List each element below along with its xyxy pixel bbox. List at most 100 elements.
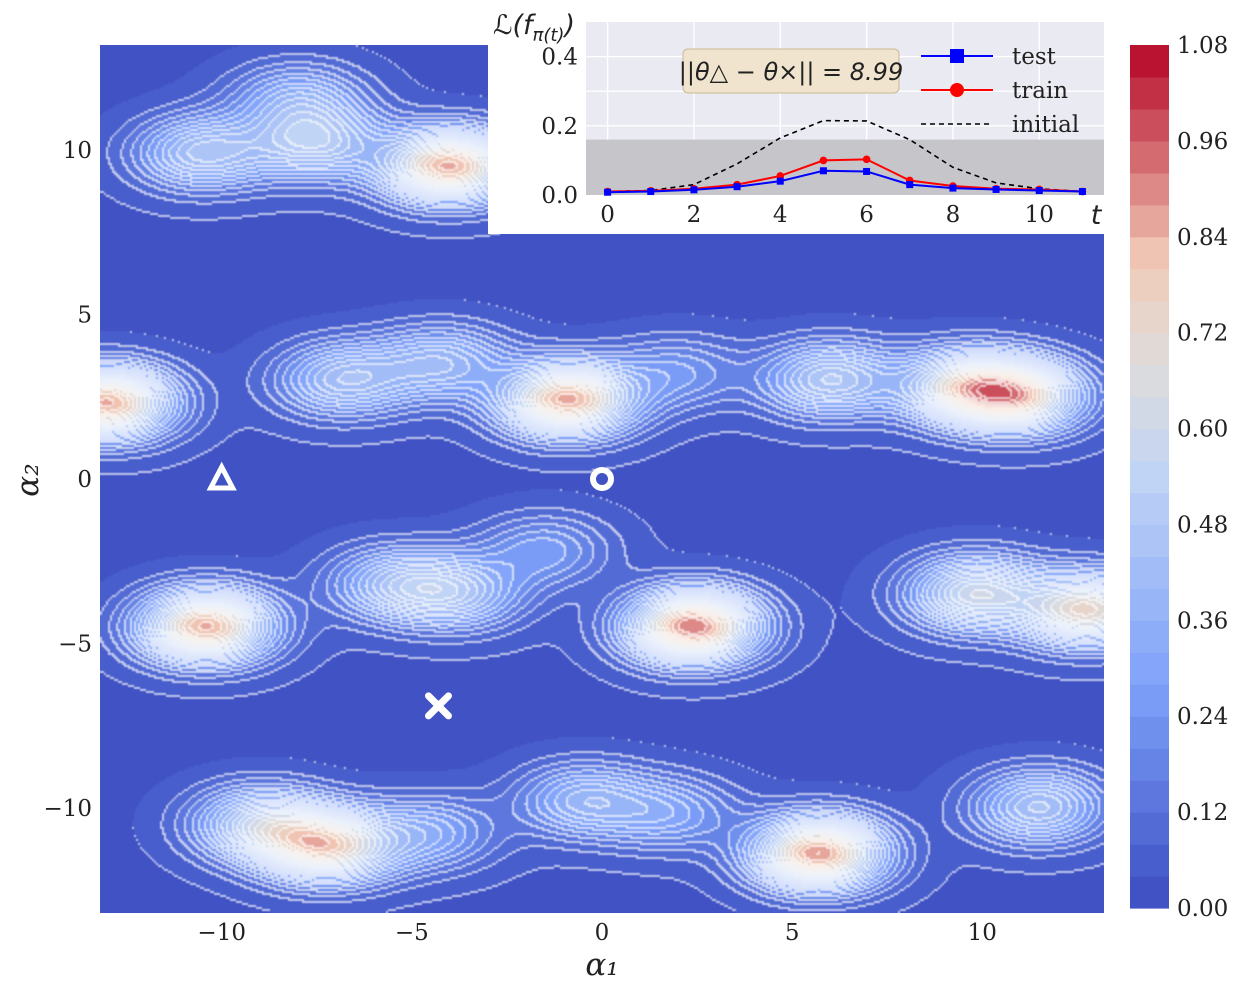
colorbar-band xyxy=(1130,684,1169,717)
inset-y-label: ℒ(fπ(t)) xyxy=(493,10,575,46)
colorbar-ticks: 0.00 0.12 0.24 0.36 0.48 0.60 0.72 0.84 0.96 1.08 xyxy=(1177,33,1228,922)
inset-y-label-sub: π(t) xyxy=(533,25,565,46)
legend-label: train xyxy=(1012,78,1068,104)
annotation-text: ||θ△ − θ×|| = 8.99 xyxy=(679,58,903,86)
inset-y-label-main: ℒ(f xyxy=(493,10,536,41)
colorbar-band xyxy=(1130,76,1169,110)
legend-label: initial xyxy=(1012,112,1079,138)
colorbar-band xyxy=(1130,556,1169,589)
legend-item-test: test xyxy=(921,44,1057,70)
point-test xyxy=(949,184,957,192)
point-test xyxy=(733,183,741,191)
colorbar-bands xyxy=(1130,45,1169,909)
circle-marker xyxy=(590,467,614,491)
markers xyxy=(206,461,614,720)
inset-x-tick-label: 10 xyxy=(1025,202,1054,228)
colorbar: 0.00 0.12 0.24 0.36 0.48 0.60 0.72 0.84 0.96 1.08 xyxy=(1130,33,1228,922)
x-tick-label: −5 xyxy=(395,920,429,946)
point-test xyxy=(1078,188,1086,196)
colorbar-band xyxy=(1130,268,1169,302)
colorbar-tick-label: 0.48 xyxy=(1177,512,1228,538)
series-line-initial xyxy=(607,119,1083,193)
point-test xyxy=(1035,187,1043,195)
inset-y-tick-label: 0.2 xyxy=(541,114,578,140)
point-test xyxy=(647,188,655,196)
inset-y-tick-label: 0.4 xyxy=(541,45,578,71)
point-test xyxy=(906,181,914,189)
colorbar-band xyxy=(1130,844,1169,877)
inset-y-tick-label: 0.0 xyxy=(541,183,578,209)
point-test xyxy=(863,167,871,175)
x-axis-label: α₁ xyxy=(585,947,618,983)
inset-x-tick-label: 6 xyxy=(859,202,874,228)
series-line-test xyxy=(607,169,1083,194)
colorbar-tick-label: 0.96 xyxy=(1177,129,1228,155)
colorbar-band xyxy=(1130,364,1169,398)
colorbar-tick-label: 0.24 xyxy=(1177,704,1228,730)
legend-label: test xyxy=(1012,44,1057,70)
colorbar-band xyxy=(1130,332,1169,366)
y-axis-label: α₂ xyxy=(10,463,46,496)
colorbar-band xyxy=(1130,108,1169,142)
inset-x-ticks: 0 2 4 6 8 10 xyxy=(600,202,1054,228)
colorbar-band xyxy=(1130,620,1169,653)
point-train xyxy=(862,155,871,164)
y-tick-label: −10 xyxy=(43,796,92,822)
x-tick-label: 10 xyxy=(968,920,997,946)
colorbar-band xyxy=(1130,236,1169,270)
x-tick-label: 0 xyxy=(595,920,610,946)
inset-annotation: ||θ△ − θ×|| = 8.99 xyxy=(679,48,903,94)
y-tick-label: 10 xyxy=(63,138,92,164)
inset-series xyxy=(603,119,1087,196)
colorbar-band xyxy=(1130,45,1169,78)
inset-x-label: t xyxy=(1091,200,1103,231)
x-axis-ticks: −10 −5 0 5 10 xyxy=(197,920,997,946)
x-tick-label: 5 xyxy=(785,920,800,946)
colorbar-band xyxy=(1130,492,1169,526)
colorbar-band xyxy=(1130,460,1169,494)
colorbar-band xyxy=(1130,716,1169,749)
triangle-marker xyxy=(206,461,237,491)
legend-item-initial: initial xyxy=(921,112,1079,138)
inset-x-tick-label: 4 xyxy=(773,202,788,228)
inset-legend: test train initial xyxy=(921,44,1079,138)
inset-chart: 0 2 4 6 8 10 0.0 0.2 0.4 ||θ△ − θ×|| = 8.99 tes… xyxy=(488,0,1108,234)
y-axis-ticks: −10 −5 0 5 10 xyxy=(43,138,92,822)
inset-x-tick-label: 0 xyxy=(600,202,615,228)
colorbar-band xyxy=(1130,524,1169,558)
point-test xyxy=(992,185,1000,193)
colorbar-band xyxy=(1130,204,1169,238)
colorbar-band xyxy=(1130,172,1169,206)
inset-shaded-band xyxy=(586,139,1104,195)
legend-item-train: train xyxy=(921,78,1068,104)
colorbar-band xyxy=(1130,876,1169,909)
colorbar-tick-label: 0.84 xyxy=(1177,225,1228,251)
x-tick-label: −10 xyxy=(197,920,246,946)
inset-y-ticks: 0.0 0.2 0.4 xyxy=(541,45,578,209)
point-train xyxy=(819,156,828,165)
colorbar-tick-label: 0.00 xyxy=(1177,896,1228,922)
colorbar-tick-label: 0.36 xyxy=(1177,608,1228,634)
point-test xyxy=(690,186,698,194)
annotation-box xyxy=(682,48,900,94)
point-test xyxy=(776,177,784,185)
y-tick-label: 5 xyxy=(77,303,92,329)
colorbar-band xyxy=(1130,588,1169,621)
point-test xyxy=(604,188,612,196)
colorbar-band xyxy=(1130,140,1169,174)
colorbar-tick-label: 0.72 xyxy=(1177,321,1228,347)
colorbar-band xyxy=(1130,428,1169,462)
colorbar-band xyxy=(1130,300,1169,334)
point-test xyxy=(819,167,827,175)
inset-x-tick-label: 2 xyxy=(687,202,702,228)
cross-marker xyxy=(424,692,452,720)
colorbar-tick-label: 1.08 xyxy=(1177,33,1228,59)
colorbar-band xyxy=(1130,780,1169,813)
inset-y-label-close: ) xyxy=(562,10,575,41)
colorbar-tick-label: 0.12 xyxy=(1177,800,1228,826)
colorbar-band xyxy=(1130,396,1169,430)
colorbar-band xyxy=(1130,652,1169,685)
colorbar-band xyxy=(1130,812,1169,845)
y-tick-label: −5 xyxy=(58,631,92,657)
